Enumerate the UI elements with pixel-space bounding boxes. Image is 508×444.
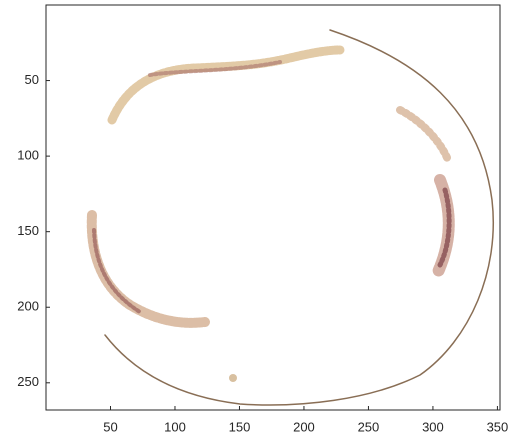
x-tick-label: 50: [103, 419, 117, 434]
x-tick-label: 150: [229, 419, 251, 434]
y-tick-label: 250: [17, 374, 39, 389]
x-tick-label: 250: [358, 419, 380, 434]
plot-area: [46, 5, 500, 410]
y-tick-label: 50: [25, 72, 39, 87]
x-tick-label: 300: [422, 419, 444, 434]
blob-right-dark: [437, 187, 452, 268]
blob-left-dark: [92, 228, 142, 314]
x-tick-label: 350: [487, 419, 508, 434]
ring-edge: [104, 29, 494, 406]
axes-frame: [45, 4, 501, 411]
blob-top: [107, 45, 345, 125]
x-tick-label: 200: [293, 419, 315, 434]
blob-top-dark: [148, 60, 282, 77]
y-tick-label: 100: [17, 148, 39, 163]
blob-right-top: [396, 106, 452, 164]
blob-spot: [229, 374, 237, 382]
y-tick-label: 200: [17, 299, 39, 314]
y-tick-label: 150: [17, 223, 39, 238]
x-tick-label: 100: [164, 419, 186, 434]
image: [86, 29, 494, 406]
